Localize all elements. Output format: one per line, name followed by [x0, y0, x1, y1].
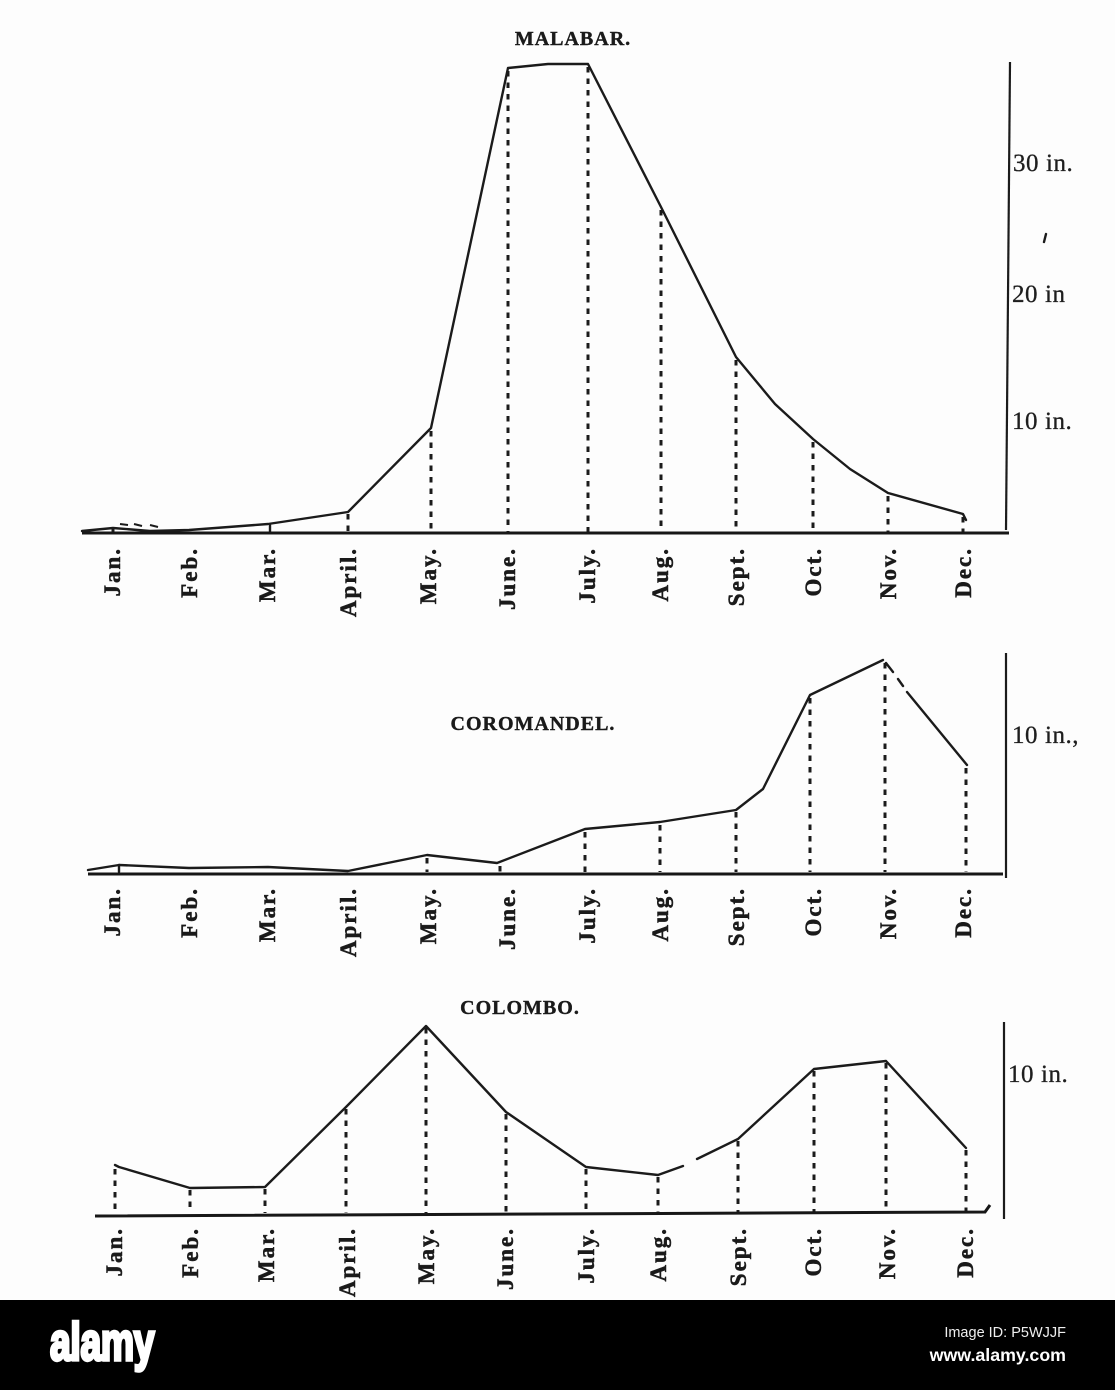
svg-text:www.alamy.com: www.alamy.com: [929, 1345, 1066, 1365]
svg-text:June.: June.: [495, 547, 520, 610]
svg-text:COLOMBO.: COLOMBO.: [460, 997, 580, 1019]
svg-text:May.: May.: [416, 887, 441, 944]
svg-text:April.: April.: [335, 1227, 360, 1297]
svg-text:Aug.: Aug.: [646, 1227, 671, 1282]
svg-text:Jan.: Jan.: [102, 1227, 127, 1277]
svg-text:Oct.: Oct.: [801, 1227, 826, 1277]
svg-text:Feb.: Feb.: [178, 1227, 203, 1278]
svg-text:Sept.: Sept.: [724, 887, 749, 946]
svg-text:May.: May.: [414, 1227, 439, 1284]
svg-text:April.: April.: [336, 547, 361, 617]
svg-text:Jan.: Jan.: [100, 887, 125, 937]
svg-text:Sept.: Sept.: [726, 1227, 751, 1286]
svg-text:Sept.: Sept.: [724, 547, 749, 606]
svg-text:Dec.: Dec.: [951, 887, 976, 938]
svg-text:May.: May.: [416, 547, 441, 604]
svg-text:Nov.: Nov.: [875, 1227, 900, 1279]
svg-text:April.: April.: [336, 887, 361, 957]
svg-text:July.: July.: [575, 887, 600, 944]
svg-text:Dec.: Dec.: [951, 547, 976, 598]
svg-text:Nov.: Nov.: [876, 887, 901, 939]
svg-text:July.: July.: [574, 1227, 599, 1284]
svg-text:Mar.: Mar.: [255, 887, 280, 942]
svg-text:MALABAR.: MALABAR.: [515, 28, 631, 50]
svg-text:alamy: alamy: [50, 1311, 155, 1371]
svg-text:Mar.: Mar.: [254, 1227, 279, 1282]
svg-text:Aug.: Aug.: [648, 887, 673, 942]
svg-text:Image ID: P5WJJF: Image ID: P5WJJF: [944, 1325, 1066, 1341]
svg-text:June.: June.: [495, 887, 520, 950]
svg-text:Aug.: Aug.: [648, 547, 673, 602]
svg-text:June.: June.: [493, 1227, 518, 1290]
svg-text:Oct.: Oct.: [801, 887, 826, 937]
svg-text:Dec.: Dec.: [953, 1227, 978, 1278]
svg-text:Feb.: Feb.: [177, 887, 202, 938]
svg-text:Mar.: Mar.: [255, 547, 280, 602]
svg-text:Feb.: Feb.: [177, 547, 202, 598]
svg-text:Jan.: Jan.: [100, 547, 125, 597]
svg-text:Nov.: Nov.: [876, 547, 901, 599]
svg-text:COROMANDEL.: COROMANDEL.: [451, 713, 616, 735]
svg-text:July.: July.: [575, 547, 600, 604]
svg-text:Oct.: Oct.: [801, 547, 826, 597]
